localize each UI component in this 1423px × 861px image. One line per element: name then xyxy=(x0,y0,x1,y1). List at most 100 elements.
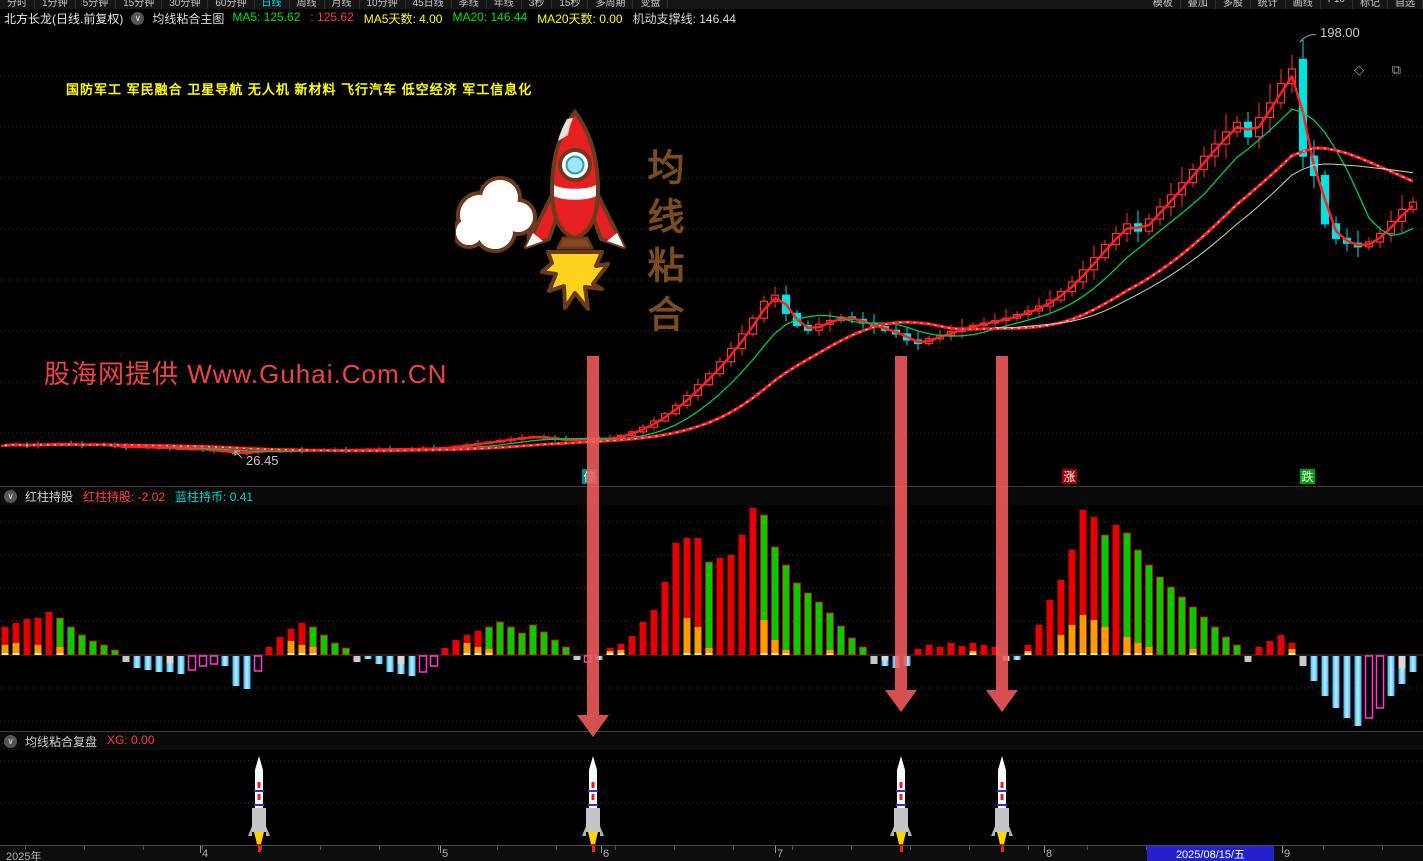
menu-item-5分钟[interactable]: 5分钟 xyxy=(76,0,117,9)
menu-item-自选[interactable]: 自选 xyxy=(1388,0,1423,9)
menu-item-3秒[interactable]: 3秒 xyxy=(522,0,553,9)
axis-minor-tick xyxy=(379,846,380,850)
badge-涨: 涨 xyxy=(1062,469,1077,484)
chevron-down-icon[interactable]: ∨ xyxy=(4,734,17,748)
signal-rocket-icon xyxy=(890,756,912,845)
axis-minor-tick xyxy=(202,846,203,850)
axis-minor-tick xyxy=(792,846,793,850)
histogram-plot xyxy=(0,508,1423,726)
menu-item-模板[interactable]: 模板 xyxy=(1146,0,1181,9)
axis-month-7: 7 xyxy=(777,848,784,860)
signal-rocket-icon xyxy=(991,756,1013,845)
axis-minor-tick xyxy=(969,846,970,850)
chevron-down-icon[interactable]: ∨ xyxy=(4,489,17,503)
signal-date-tick xyxy=(258,846,261,852)
panel3-field-1: XG: 0.00 xyxy=(107,732,155,747)
chart-header-bar: 北方长龙(日线.前复权) ∨ 均线粘合主图 MA5: 125.62 : 125.6… xyxy=(0,9,1423,28)
stock-title: 北方长龙(日线.前复权) xyxy=(4,12,124,26)
axis-tick xyxy=(775,846,776,853)
menu-item-统计[interactable]: 统计 xyxy=(1251,0,1286,9)
signal-plot xyxy=(0,756,1423,845)
axis-minor-tick xyxy=(615,846,616,850)
axis-minor-tick xyxy=(143,846,144,850)
panel2-field-0: 红柱持股 xyxy=(25,489,74,504)
axis-tick xyxy=(440,846,441,853)
indicator2-header[interactable]: ∨ 红柱持股 红柱持股: -2.02 蓝柱持币: 0.41 xyxy=(0,486,1423,505)
axis-tick xyxy=(200,846,201,853)
main-candlestick-chart[interactable]: 国防军工 军民融合 卫星导航 无人机 新材料 飞行汽车 低空经济 军工信息化 股… xyxy=(0,25,1423,486)
menu-item-F10[interactable]: F10 xyxy=(1321,0,1353,9)
axis-minor-tick xyxy=(910,846,911,850)
axis-minor-tick xyxy=(851,846,852,850)
menu-item-叠加[interactable]: 叠加 xyxy=(1181,0,1216,9)
selected-date-cell: 2025/08/15/五 xyxy=(1147,846,1274,861)
axis-minor-tick xyxy=(320,846,321,850)
menu-item-周线[interactable]: 周线 xyxy=(290,0,325,9)
axis-tick xyxy=(601,846,602,853)
menu-item-多周期[interactable]: 多周期 xyxy=(588,0,634,9)
concept-tags[interactable]: 国防军工 军民融合 卫星导航 无人机 新材料 飞行汽车 低空经济 军工信息化 xyxy=(66,82,533,97)
time-axis[interactable]: 2025年 4 5 6 7 8 9 2025/08/15/五 xyxy=(0,845,1423,861)
ma-values: MA5: 125.62: 125.62 MA5天数: 4.00 MA20: 146.… xyxy=(232,10,736,27)
watermark-text: 股海网提供 Www.Guhai.Com.CN xyxy=(44,359,448,389)
axis-minor-tick xyxy=(438,846,439,850)
axis-minor-tick xyxy=(497,846,498,850)
menu-item-10分钟[interactable]: 10分钟 xyxy=(360,0,406,9)
rocket-flame xyxy=(540,250,610,311)
ma-field-0: MA5: 125.62 xyxy=(232,10,301,24)
indicator3-header[interactable]: ∨ 均线粘合复盘 XG: 0.00 xyxy=(0,731,1423,750)
menu-item-日线[interactable]: 日线 xyxy=(255,0,290,9)
signal-date-tick xyxy=(900,846,903,852)
axis-minor-tick xyxy=(556,846,557,850)
panel2-field-2: 蓝柱持币: 0.41 xyxy=(175,489,254,504)
menu-item-15分钟[interactable]: 15分钟 xyxy=(116,0,163,9)
menu-item-1分钟[interactable]: 1分钟 xyxy=(35,0,76,9)
axis-month-5: 5 xyxy=(442,848,449,860)
menu-item-季线[interactable]: 季线 xyxy=(452,0,487,9)
price-annotation-26.45: 26.45 xyxy=(246,453,279,468)
ma-field-1: : 125.62 xyxy=(310,10,354,24)
menu-item-15秒[interactable]: 15秒 xyxy=(552,0,589,9)
menu-item-45日线[interactable]: 45日线 xyxy=(406,0,452,9)
axis-minor-tick xyxy=(674,846,675,850)
signal-rocket-icon xyxy=(248,756,270,845)
chevron-down-icon[interactable]: ∨ xyxy=(131,12,145,25)
rocket-sticker xyxy=(455,108,626,311)
axis-month-2025年: 2025年 xyxy=(6,851,42,861)
menu-item-分时[interactable]: 分时 xyxy=(0,0,35,9)
axis-minor-tick xyxy=(25,846,26,850)
panel2-field-1: 红柱持股: -2.02 xyxy=(83,489,166,504)
menu-item-多股[interactable]: 多股 xyxy=(1216,0,1251,9)
axis-minor-tick xyxy=(1028,846,1029,850)
panel3-field-0: 均线粘合复盘 xyxy=(25,734,98,749)
badge-停: 停 xyxy=(582,469,597,484)
menu-item-30分钟[interactable]: 30分钟 xyxy=(162,0,209,9)
axis-minor-tick xyxy=(733,846,734,850)
axis-minor-tick xyxy=(84,846,85,850)
axis-tick xyxy=(1282,846,1283,853)
candlestick-plot xyxy=(0,34,1423,459)
menu-item-变盘[interactable]: 变盘 xyxy=(633,0,669,9)
chart-corner-icons[interactable]: ◇ ⧉ xyxy=(1354,62,1413,77)
axis-month-4: 4 xyxy=(202,848,209,860)
indicator-name[interactable]: 均线粘合主图 xyxy=(152,12,225,26)
menu-item-标记[interactable]: 标记 xyxy=(1353,0,1388,9)
price-annotation-198.00: 198.00 xyxy=(1320,25,1360,40)
menu-item-画线[interactable]: 画线 xyxy=(1286,0,1321,9)
axis-month-8: 8 xyxy=(1046,848,1053,860)
menu-item-年线[interactable]: 年线 xyxy=(487,0,522,9)
signal-rocket-icon xyxy=(582,756,604,845)
axis-minor-tick xyxy=(1087,846,1088,850)
ma-field-5: 机动支撑线: 146.44 xyxy=(632,12,736,26)
badge-跌: 跌 xyxy=(1300,469,1315,484)
menu-item-月线[interactable]: 月线 xyxy=(325,0,360,9)
period-menu-items: 分时 1分钟 5分钟 15分钟 30分钟 60分钟 日线 周线 月线 10分钟 45日线 季线 年线 3秒… xyxy=(0,0,1423,9)
axis-minor-tick xyxy=(1323,846,1324,850)
axis-month-6: 6 xyxy=(603,848,610,860)
axis-month-9: 9 xyxy=(1284,848,1291,860)
ma-field-4: MA20天数: 0.00 xyxy=(537,12,623,26)
menu-item-60分钟[interactable]: 60分钟 xyxy=(208,0,255,9)
histogram-panel[interactable] xyxy=(0,505,1423,731)
signal-panel[interactable] xyxy=(0,750,1423,845)
